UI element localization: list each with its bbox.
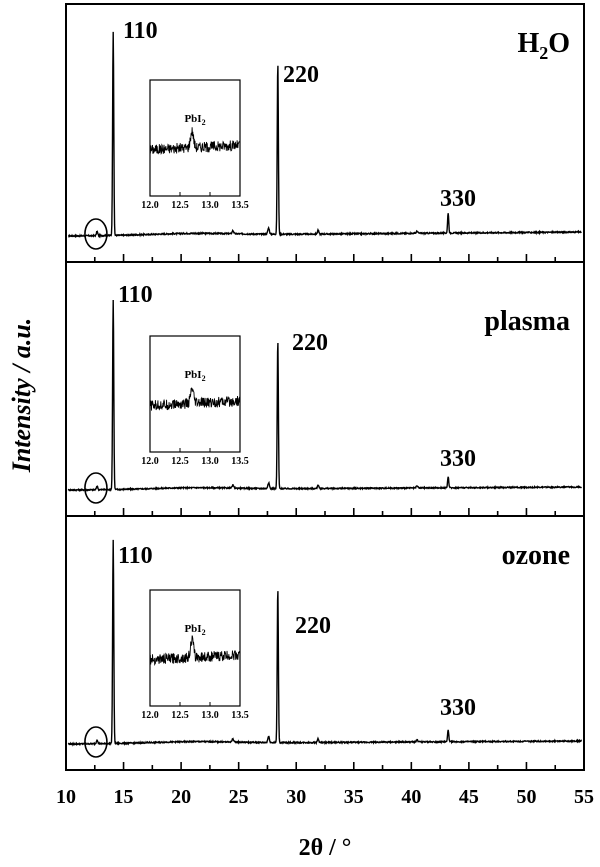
inset-tick-label: 12.5 bbox=[171, 710, 189, 721]
x-tick-label: 40 bbox=[401, 786, 421, 808]
inset-tick-label: 12.0 bbox=[141, 456, 159, 467]
diffraction-pattern bbox=[67, 539, 583, 747]
panel-label: H2O bbox=[517, 28, 570, 63]
inset-frame bbox=[149, 335, 241, 453]
x-tick-label: 15 bbox=[114, 786, 134, 808]
peak-label: 330 bbox=[440, 446, 476, 472]
inset-tick-label: 12.0 bbox=[141, 200, 159, 211]
inset-pattern bbox=[149, 635, 241, 666]
inset-tick-label: 13.0 bbox=[201, 456, 219, 467]
x-tick-label: 35 bbox=[344, 786, 364, 808]
peak-label: 220 bbox=[283, 62, 319, 88]
peak-label: 220 bbox=[295, 613, 331, 639]
pbi2-region-circle bbox=[84, 726, 108, 758]
inset-tick-label: 13.0 bbox=[201, 710, 219, 721]
inset-tick-label: 13.5 bbox=[231, 710, 249, 721]
x-tick-label: 25 bbox=[229, 786, 249, 808]
pbi2-region-circle bbox=[84, 472, 108, 504]
peak-label: 330 bbox=[440, 695, 476, 721]
y-axis-label: Intensity / a.u. bbox=[7, 318, 36, 474]
pbi2-region-circle bbox=[84, 218, 108, 250]
inset: PbI2 12.0 12.5 13.0 13.5 bbox=[141, 335, 249, 467]
panel-label: plasma bbox=[484, 306, 570, 337]
inset-frame bbox=[149, 79, 241, 197]
x-axis-ticks: 10 15 20 25 30 35 40 45 50 55 bbox=[56, 786, 594, 808]
peak-label: 110 bbox=[118, 282, 153, 308]
inset: PbI2 12.0 12.5 13.0 13.5 bbox=[141, 79, 249, 211]
inset-tick-label: 13.0 bbox=[201, 200, 219, 211]
panel-1: 110 220 330 plasma PbI2 12.0 12.5 13.0 13.5 bbox=[65, 261, 585, 517]
x-tick-label: 10 bbox=[56, 786, 76, 808]
inset-tick-label: 12.5 bbox=[171, 200, 189, 211]
inset: PbI2 12.0 12.5 13.0 13.5 bbox=[141, 589, 249, 721]
x-tick-label: 45 bbox=[459, 786, 479, 808]
peak-label: 110 bbox=[118, 543, 153, 569]
x-tick-label: 30 bbox=[286, 786, 306, 808]
inset-tick-label: 12.5 bbox=[171, 456, 189, 467]
peak-label: 220 bbox=[292, 330, 328, 356]
x-tick-label: 50 bbox=[516, 786, 536, 808]
inset-frame bbox=[149, 589, 241, 707]
x-axis-label: 2θ / ° bbox=[299, 835, 352, 861]
panels: 110 220 330 H2O PbI2 12.0 12.5 13.0 13.5 110 220 33… bbox=[65, 3, 585, 771]
panel-2: 110 220 330 ozone PbI2 12.0 12.5 13.0 13.5 bbox=[65, 515, 585, 771]
inset-tick-label: 13.5 bbox=[231, 200, 249, 211]
diffraction-pattern bbox=[67, 31, 582, 239]
x-tick-label: 20 bbox=[171, 786, 191, 808]
peak-label: 110 bbox=[123, 18, 158, 44]
inset-pattern bbox=[149, 387, 241, 411]
inset-label: PbI2 bbox=[184, 623, 205, 637]
inset-tick-label: 12.0 bbox=[141, 710, 159, 721]
peak-label: 330 bbox=[440, 186, 476, 212]
panel-label: ozone bbox=[502, 540, 570, 571]
inset-label: PbI2 bbox=[184, 113, 205, 127]
inset-pattern bbox=[149, 127, 240, 155]
inset-label: PbI2 bbox=[184, 369, 205, 383]
inset-tick-label: 13.5 bbox=[231, 456, 249, 467]
diffraction-pattern bbox=[67, 300, 582, 492]
x-tick-label: 55 bbox=[574, 786, 594, 808]
panel-0: 110 220 330 H2O PbI2 12.0 12.5 13.0 13.5 bbox=[65, 3, 585, 263]
